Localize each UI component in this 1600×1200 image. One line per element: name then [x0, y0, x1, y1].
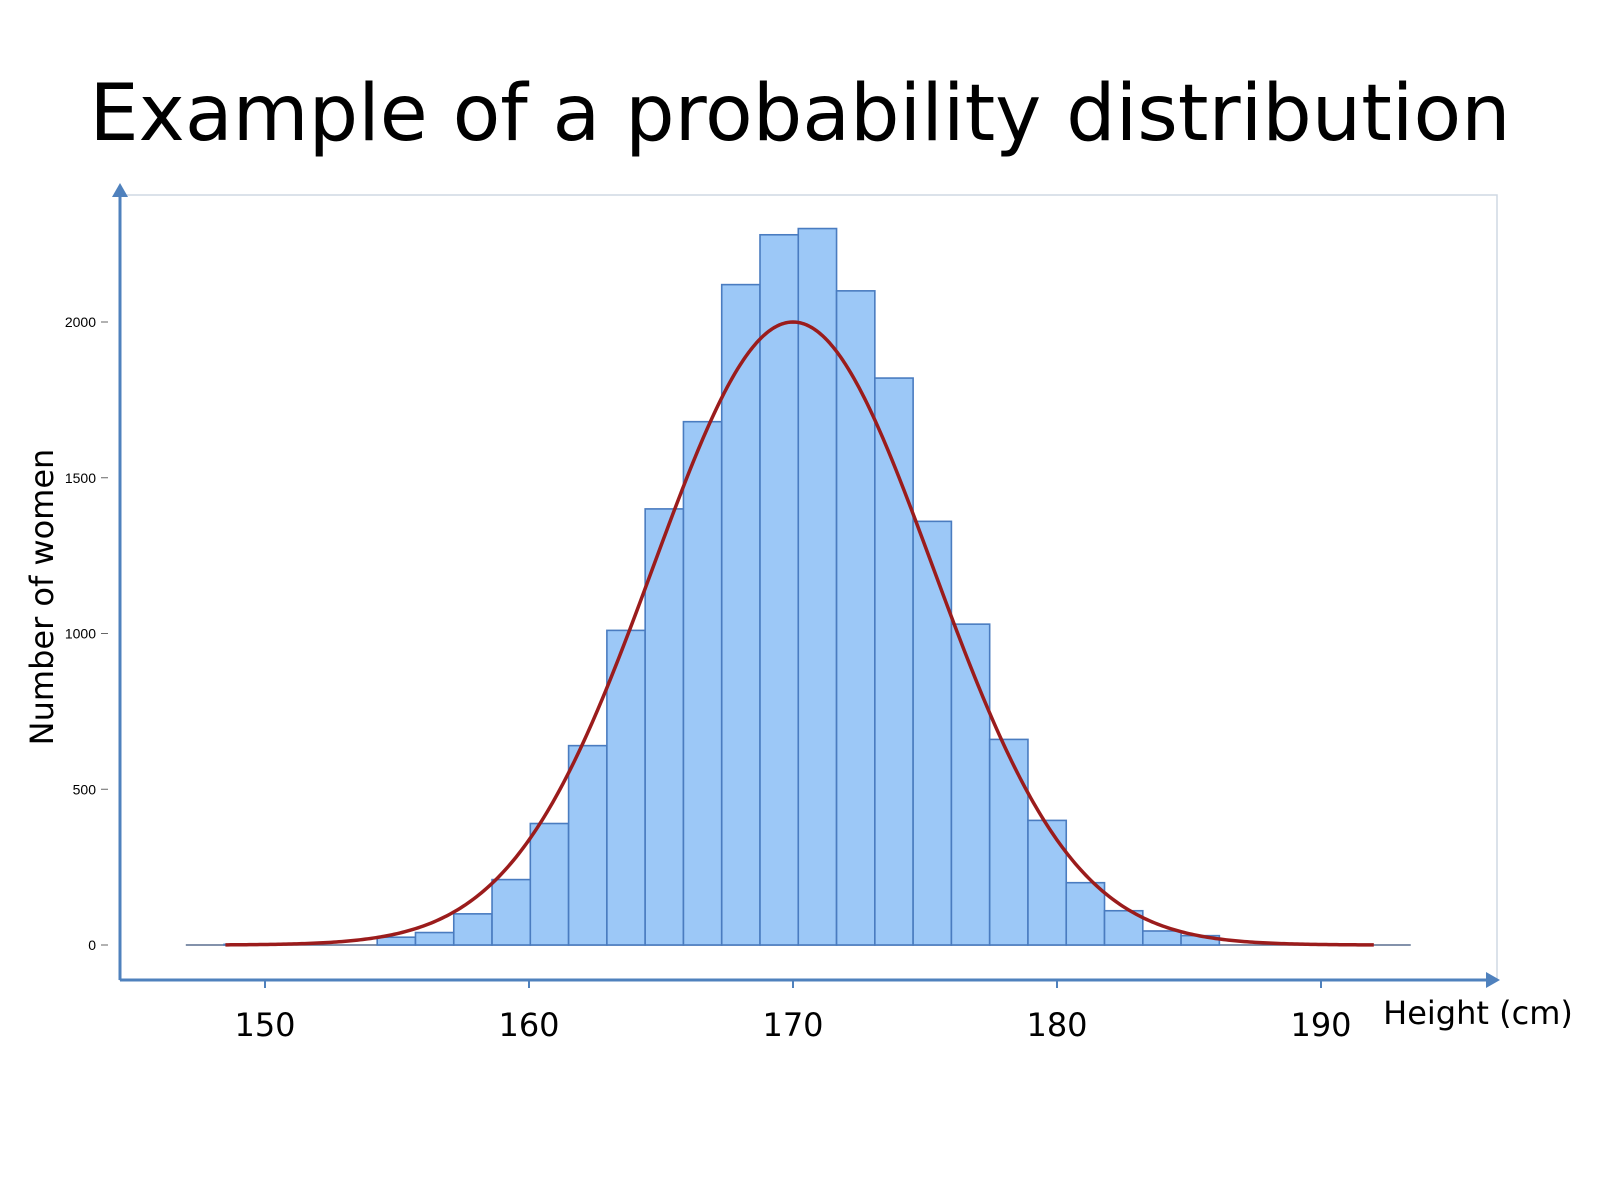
y-axis-label: Number of women: [23, 449, 61, 746]
histogram-bar: [644, 508, 685, 946]
y-tick-label: 1000: [65, 626, 96, 642]
x-tick-label: 170: [762, 1006, 823, 1044]
histogram-bar: [759, 233, 800, 946]
x-tick-label: 160: [498, 1006, 559, 1044]
histogram-bar: [376, 936, 417, 946]
y-tick-label: 0: [88, 937, 96, 953]
histogram-bar: [491, 878, 532, 946]
normal-curve-line: [225, 320, 1374, 947]
histogram-bar: [1142, 930, 1182, 946]
histogram-bar: [950, 623, 991, 946]
histogram-bar: [1065, 881, 1106, 946]
x-tick-label: 180: [1026, 1006, 1087, 1044]
histogram-bar: [452, 913, 493, 946]
y-tick-label: 2000: [65, 314, 96, 330]
axes-layer: [112, 183, 1500, 988]
histogram-bar: [835, 290, 876, 946]
x-axis-label: Height (cm): [1383, 994, 1573, 1032]
y-tick-label: 1500: [65, 470, 96, 486]
y-tick-label: 500: [73, 781, 97, 797]
histogram-bar: [874, 377, 914, 946]
histogram-bar: [1027, 819, 1068, 946]
x-axis-arrowhead: [1486, 972, 1500, 988]
histogram-bar: [1103, 909, 1144, 946]
histogram-bar: [912, 520, 953, 946]
x-tick-label: 190: [1290, 1006, 1351, 1044]
histogram-bar: [720, 283, 761, 946]
histogram-bar: [797, 227, 838, 946]
y-ticks-layer: 0 500 1000 1500 2000: [65, 314, 108, 953]
histogram-bar: [988, 738, 1029, 946]
histogram-bar: [567, 744, 608, 946]
curve-layer: [225, 320, 1374, 947]
histogram-bar: [414, 931, 455, 946]
histogram-bar: [682, 420, 723, 946]
bars-layer: [223, 227, 1221, 946]
histogram-bar: [606, 629, 646, 946]
histogram-bar: [529, 822, 570, 946]
x-tick-label: 150: [234, 1006, 295, 1044]
y-axis-arrowhead: [112, 183, 128, 197]
slide-title: Example of a probability distribution: [89, 69, 1511, 159]
x-ticks-layer: 150 160 170 180 190: [234, 980, 1352, 1044]
